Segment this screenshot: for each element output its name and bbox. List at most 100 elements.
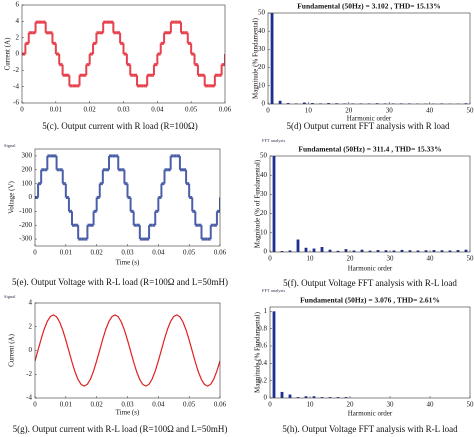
- x-tick-label: 0.01: [50, 106, 63, 114]
- bar: [327, 103, 331, 104]
- bar: [280, 391, 284, 398]
- bar: [304, 247, 308, 252]
- bar: [464, 249, 468, 252]
- x-tick-label: 0.01: [60, 401, 73, 409]
- x-tick-label: 50: [467, 107, 474, 115]
- x-tick-label: 0: [33, 249, 37, 257]
- corner-label: Signal: [4, 294, 16, 299]
- bar: [352, 250, 356, 252]
- bar: [344, 397, 348, 398]
- y-tick-label: -100: [19, 207, 32, 215]
- y-tick-label: -4: [13, 82, 19, 90]
- x-tick-label: 50: [467, 255, 474, 263]
- x-tick-label: 0.04: [152, 401, 165, 409]
- bar: [296, 239, 300, 252]
- caption: 5(d) Output current FFT analysis with R …: [286, 121, 450, 131]
- y-tick-label: 4: [29, 299, 33, 307]
- bar: [448, 250, 452, 252]
- bar: [312, 396, 316, 398]
- corner-label: Signal: [4, 143, 16, 148]
- bar: [384, 250, 388, 252]
- x-tick-label: 10: [305, 107, 313, 115]
- x-tick-label: 30: [386, 107, 394, 115]
- caption: 5(f). Output Voltage FFT analysis with R…: [283, 278, 457, 288]
- bar: [344, 249, 348, 252]
- x-tick-label: 10: [307, 255, 315, 263]
- caption: 5(h). Output Voltage FFT analysis with R…: [282, 424, 458, 434]
- y-tick-label: 4: [16, 17, 20, 25]
- x-axis-label: Time (s): [116, 409, 140, 417]
- caption: 5(g). Output current with R-L load (R=10…: [13, 424, 228, 434]
- x-tick-label: 0.06: [214, 249, 227, 257]
- bar: [311, 103, 314, 104]
- y-tick-label: 300: [22, 152, 33, 160]
- plot: [272, 156, 468, 252]
- y-tick-label: 40: [260, 171, 268, 179]
- y-tick-label: 0: [264, 394, 268, 402]
- x-tick-label: 0.05: [185, 106, 198, 114]
- corner-label: FFT analysis: [262, 138, 286, 143]
- y-tick-label: -200: [19, 221, 32, 229]
- y-axis-label: Current (A): [4, 37, 12, 71]
- bar: [456, 250, 460, 252]
- x-tick-label: 0.04: [152, 249, 165, 257]
- y-tick-label: -2: [13, 66, 19, 74]
- x-tick-label: 0: [266, 107, 270, 115]
- y-axis-label: Current (A): [8, 333, 16, 367]
- x-tick-label: 0: [268, 401, 272, 409]
- y-tick-label: 30: [260, 190, 268, 198]
- y-tick-label: 0: [16, 50, 20, 58]
- bar: [336, 250, 340, 252]
- bar: [376, 250, 380, 252]
- bar: [312, 248, 316, 252]
- y-tick-label: 0.8: [258, 324, 267, 332]
- y-axis-label: Voltage (V): [8, 180, 16, 213]
- y-tick-label: 20: [258, 63, 266, 71]
- y-tick-label: -300: [19, 235, 32, 243]
- y-tick-label: 0.2: [258, 376, 267, 384]
- x-tick-label: 0.04: [151, 106, 164, 114]
- bar: [320, 247, 324, 252]
- bar: [416, 250, 420, 252]
- y-tick-label: 6: [16, 1, 20, 9]
- y-tick-label: 50: [258, 9, 266, 17]
- plot-frame: [267, 12, 471, 105]
- bar: [328, 397, 332, 398]
- bar: [272, 156, 276, 252]
- plot-frame: [269, 155, 471, 253]
- x-tick-label: 30: [387, 401, 395, 409]
- x-tick-label: 0.01: [60, 249, 73, 257]
- bar: [392, 250, 396, 252]
- bar: [432, 250, 436, 252]
- x-tick-label: 0.03: [121, 401, 134, 409]
- plot: [22, 20, 225, 88]
- waveform: [35, 314, 220, 387]
- x-tick-label: 0.06: [214, 401, 227, 409]
- plot: [270, 13, 468, 104]
- x-tick-label: 20: [347, 401, 355, 409]
- y-tick-label: -2: [26, 370, 32, 378]
- plot: [35, 314, 220, 387]
- y-axis-label: Magnitude (% Fundamental): [254, 311, 262, 393]
- x-tick-label: 10: [307, 401, 315, 409]
- bar: [464, 103, 468, 104]
- y-tick-label: 40: [258, 27, 266, 35]
- plot: [35, 154, 220, 241]
- x-tick-label: 0.06: [219, 106, 232, 114]
- y-tick-label: 30: [258, 45, 266, 53]
- y-tick-label: 200: [22, 165, 33, 173]
- bar: [360, 249, 364, 252]
- bar: [368, 250, 372, 252]
- caption: 5(e). Output Voltage with R-L load (R=10…: [12, 277, 228, 287]
- x-tick-label: 0.03: [117, 106, 130, 114]
- bar: [424, 250, 428, 252]
- bar: [270, 13, 274, 104]
- bar: [278, 100, 282, 104]
- x-tick-label: 0: [20, 106, 24, 114]
- bar: [272, 311, 276, 398]
- bar: [328, 249, 332, 252]
- y-tick-label: -4: [26, 394, 32, 402]
- x-axis-label: Time (s): [116, 259, 140, 267]
- y-tick-label: 2: [16, 33, 20, 41]
